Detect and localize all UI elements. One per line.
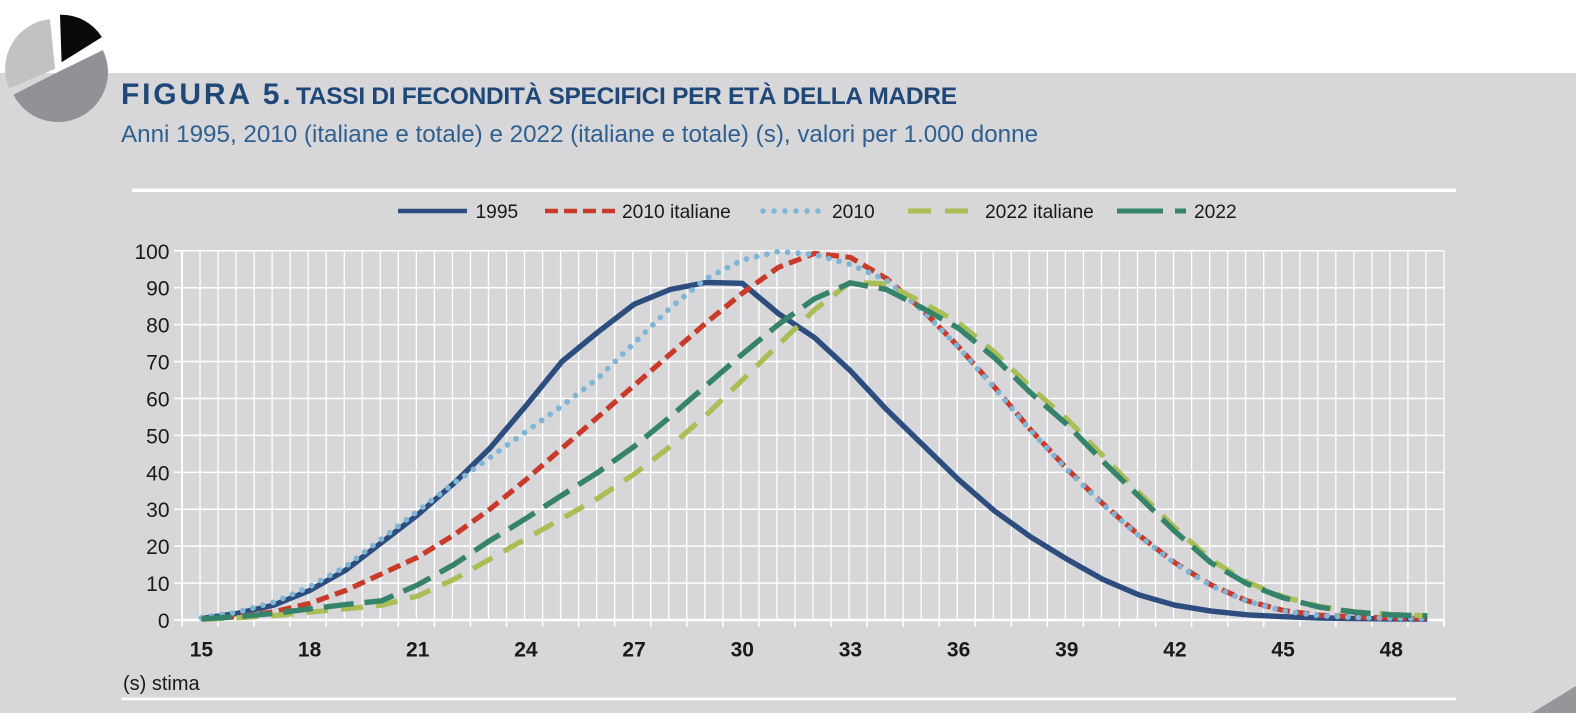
svg-text:45: 45 [1271,639,1295,662]
svg-text:FIGURA 5.: FIGURA 5. [121,78,293,111]
svg-text:40: 40 [146,462,169,485]
svg-text:24: 24 [514,639,538,662]
svg-text:42: 42 [1163,639,1186,662]
svg-text:0: 0 [158,610,170,633]
svg-text:80: 80 [146,315,169,338]
svg-text:2010: 2010 [832,202,875,223]
svg-text:27: 27 [622,639,645,662]
svg-text:2022 italiane: 2022 italiane [985,202,1094,223]
svg-text:Anni 1995, 2010 (italiane e to: Anni 1995, 2010 (italiane e totale) e 20… [121,121,1038,148]
svg-text:48: 48 [1380,639,1404,662]
svg-text:15: 15 [190,639,214,662]
svg-text:60: 60 [146,389,169,412]
svg-text:90: 90 [146,278,169,301]
svg-text:TASSI DI FECONDITÀ SPECIFICI P: TASSI DI FECONDITÀ SPECIFICI PER ETÀ DEL… [296,82,957,110]
svg-text:18: 18 [298,639,322,662]
svg-text:2010 italiane: 2010 italiane [622,202,731,223]
svg-text:36: 36 [947,639,970,662]
svg-text:10: 10 [146,573,169,596]
svg-text:2022: 2022 [1194,202,1237,223]
svg-text:39: 39 [1055,639,1078,662]
svg-text:1995: 1995 [476,202,519,223]
svg-text:30: 30 [731,639,754,662]
svg-text:(s) stima: (s) stima [123,673,201,695]
svg-text:50: 50 [146,425,169,448]
svg-text:33: 33 [839,639,862,662]
svg-text:20: 20 [146,536,169,559]
svg-text:21: 21 [406,639,430,662]
svg-text:30: 30 [146,499,169,522]
svg-text:70: 70 [146,352,169,375]
svg-text:100: 100 [134,241,169,264]
